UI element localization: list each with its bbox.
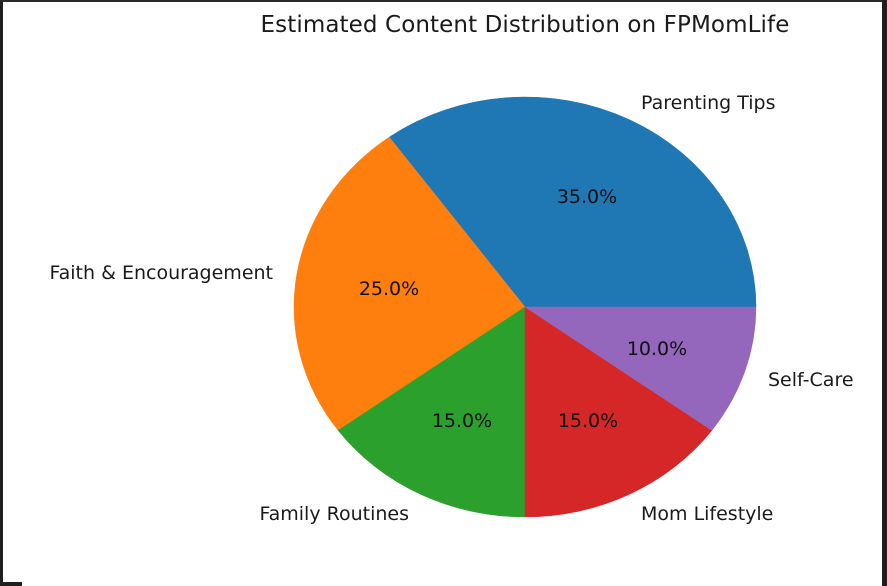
pie-slice-faith-encouragement — [293, 136, 526, 431]
chart-title: Estimated Content Distribution on FPMomL… — [260, 12, 790, 38]
pie-slice-family-routines — [337, 306, 526, 518]
pie-percent-labels: 35.0% 25.0% 15.0% 15.0% 10.0% — [359, 186, 687, 432]
percent-label: 25.0% — [359, 278, 419, 300]
category-label: Parenting Tips — [641, 92, 776, 114]
percent-label: 15.0% — [558, 410, 618, 432]
pie-category-labels: Parenting Tips Faith & Encouragement Famil… — [49, 92, 853, 525]
pie-wedges — [293, 96, 757, 518]
category-label: Family Routines — [259, 503, 409, 525]
category-label: Faith & Encouragement — [49, 262, 273, 284]
percent-label: 15.0% — [432, 410, 492, 432]
percent-label: 10.0% — [627, 338, 687, 360]
window-border-bottom — [0, 582, 22, 586]
window-border-top — [0, 0, 887, 2]
category-label: Mom Lifestyle — [641, 503, 773, 525]
percent-label: 35.0% — [557, 186, 617, 208]
category-label: Self-Care — [768, 369, 854, 391]
pie-slice-mom-lifestyle — [524, 306, 713, 518]
window-border-right — [882, 0, 887, 586]
pie-slice-parenting-tips — [388, 96, 757, 308]
pie-slice-self-care — [524, 306, 757, 431]
window-border-left — [0, 0, 3, 586]
